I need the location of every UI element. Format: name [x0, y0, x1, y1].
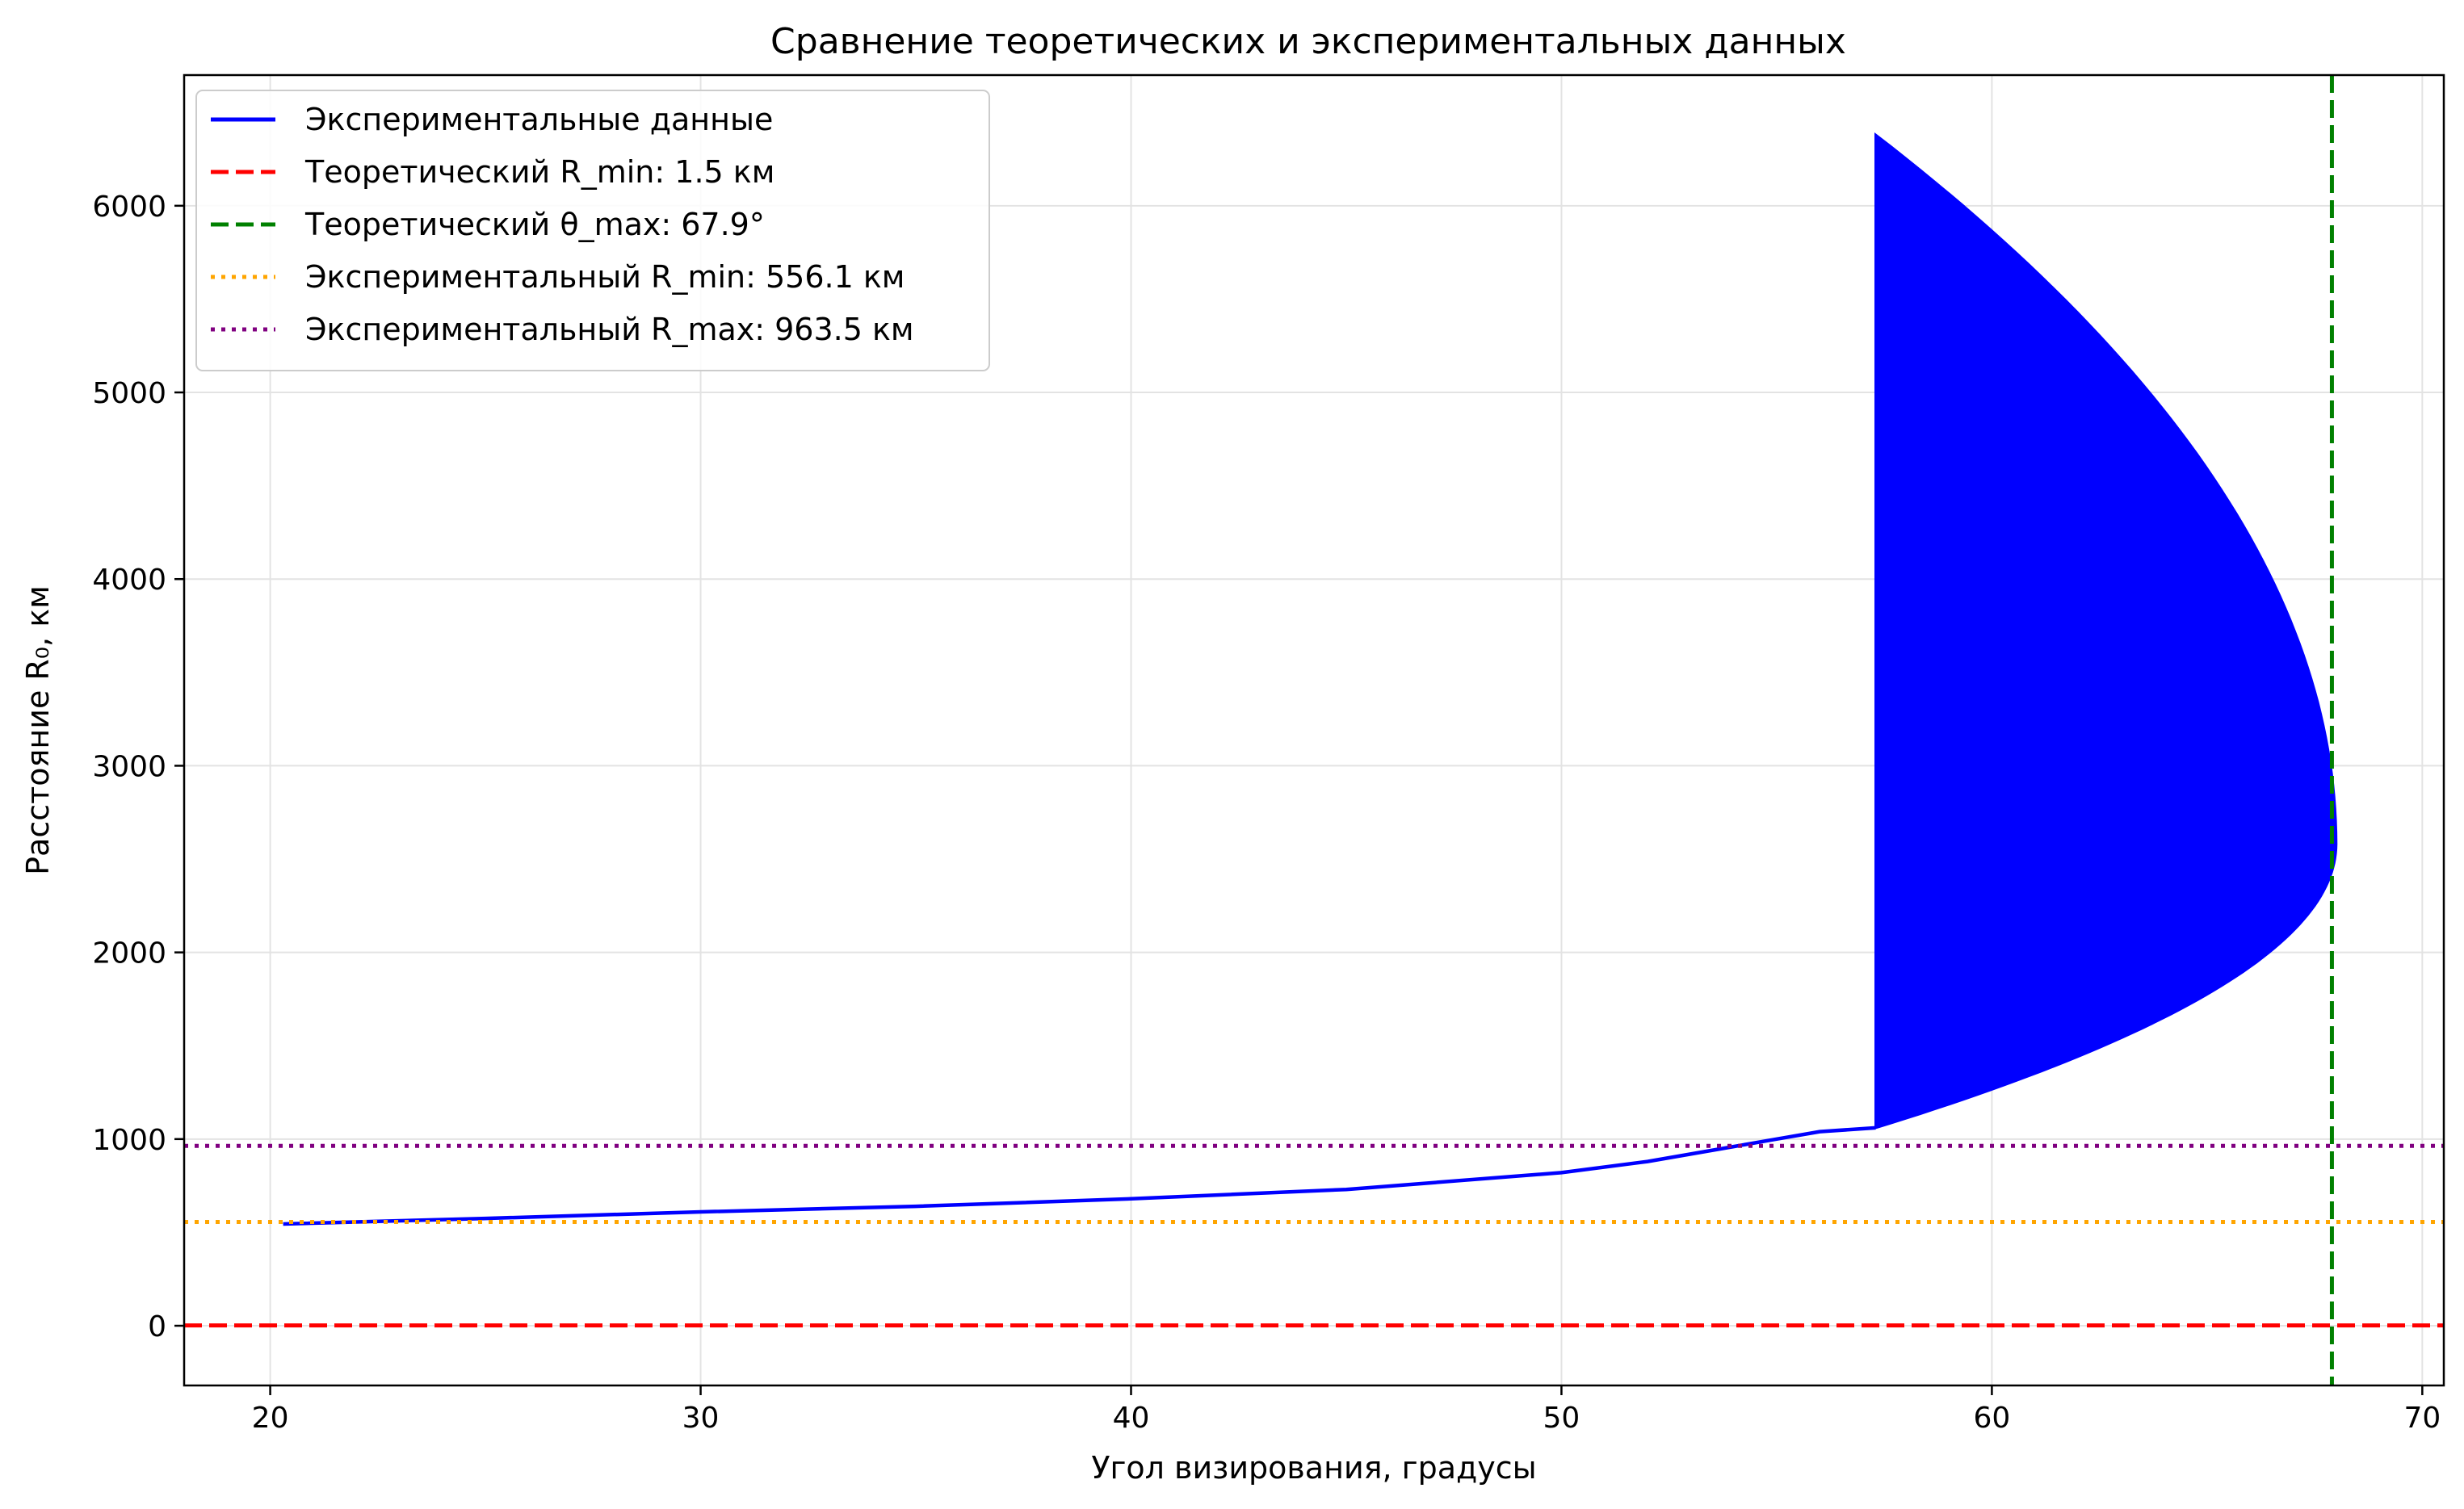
plot-area [184, 75, 2444, 1385]
x-tick-label: 60 [1973, 1402, 2010, 1435]
x-tick-label: 30 [682, 1402, 720, 1435]
x-tick-label: 70 [2403, 1402, 2441, 1435]
legend-entry-label: Теоретический θ_max: 67.9° [304, 207, 765, 242]
legend-entry-label: Экспериментальный R_min: 556.1 км [305, 259, 905, 295]
plot-frame [183, 73, 2445, 1387]
x-tick-label: 40 [1113, 1402, 1150, 1435]
y-tick-label: 3000 [92, 750, 166, 783]
x-axis-label: Угол визирования, градусы [1091, 1450, 1536, 1486]
series-experimental-line [283, 1125, 1876, 1226]
y-tick-label: 4000 [92, 564, 166, 597]
legend: Экспериментальные данные Теоретический R_… [195, 90, 990, 371]
legend-box [195, 90, 990, 371]
y-tick-label: 1000 [92, 1124, 166, 1157]
legend-entry-label: Теоретический R_min: 1.5 км [304, 154, 774, 190]
x-tick-label: 20 [252, 1402, 289, 1435]
y-axis: 0 1000 2000 3000 4000 5000 6000 [92, 191, 184, 1343]
chart-title: Сравнение теоретических и эксперименталь… [770, 21, 1846, 62]
y-axis-label: Расстояние R₀, км [20, 585, 56, 875]
series-layer [184, 75, 2444, 1385]
series-experimental-band [1874, 132, 2338, 1130]
legend-entry-label: Экспериментальный R_max: 963.5 км [305, 312, 914, 347]
y-tick-label: 0 [148, 1310, 166, 1343]
legend-entry-label: Экспериментальные данные [305, 102, 773, 137]
x-axis: 20 30 40 50 60 70 [252, 1385, 2441, 1435]
x-tick-label: 50 [1543, 1402, 1580, 1435]
y-tick-label: 6000 [92, 191, 166, 224]
y-tick-label: 2000 [92, 937, 166, 970]
y-tick-label: 5000 [92, 377, 166, 410]
